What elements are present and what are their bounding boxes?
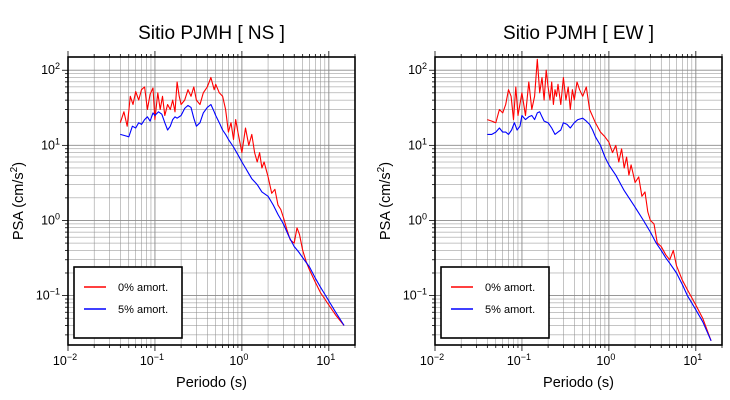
x-tick-label: 101 [316,352,335,368]
y-tick-label: 100 [408,211,427,227]
x-tick-label: 10−2 [420,352,444,368]
grid [67,57,356,345]
y-tick-label: 10−1 [36,287,60,303]
y-axis-label: PSA (cm/s2) [376,162,394,240]
chart-2: 10−2 10−1 100 101 10−1 100 101 102 Sitio PJMH [ … [376,23,723,391]
legend: 0% amort. 5% amort. [440,266,550,339]
y-tick-label: 100 [41,211,60,227]
y-tick-label: 101 [41,136,60,152]
series-line-blue [120,103,345,326]
legend-box [440,266,550,339]
x-tick-label: 10−1 [140,352,164,368]
chart-title: Sitio PJMH [ EW ] [503,23,654,44]
series-line-blue [487,111,712,342]
y-tick-label: 102 [41,61,60,77]
x-tick-label: 100 [596,352,615,368]
series-line-red [487,58,712,341]
y-tick-label: 10−1 [403,287,427,303]
chart-title: Sitio PJMH [ NS ] [138,23,285,44]
legend-label: 5% amort. [118,304,168,316]
chart-1: 10−2 10−1 100 101 10−1 100 101 102 Sitio PJMH [ … [9,23,356,391]
x-tick-label: 10−1 [507,352,531,368]
plot-frame [67,56,356,346]
x-axis-label: Periodo (s) [176,375,247,391]
x-tick-label: 100 [229,352,248,368]
legend: 0% amort. 5% amort. [73,266,183,339]
y-tick-label: 102 [408,61,427,77]
plot-frame [434,56,723,346]
y-axis-label: PSA (cm/s2) [9,162,27,240]
legend-box [73,266,183,339]
x-tick-label: 101 [683,352,702,368]
x-axis-label: Periodo (s) [543,375,614,391]
legend-label: 5% amort. [485,304,535,316]
legend-label: 0% amort. [485,282,535,294]
legend-label: 0% amort. [118,282,168,294]
x-tick-label: 10−2 [53,352,77,368]
y-tick-label: 101 [408,136,427,152]
